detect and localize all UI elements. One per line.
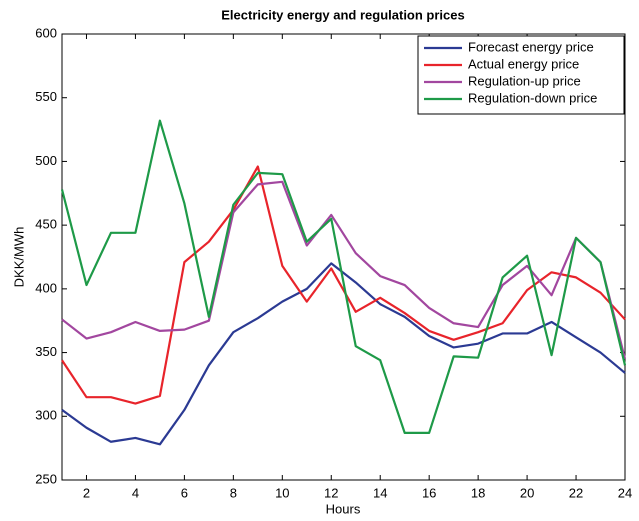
x-tick-label: 16 (422, 485, 436, 500)
line-series (61, 165, 626, 405)
x-tick-label: 12 (324, 485, 338, 500)
y-tick-label: 350 (35, 344, 57, 359)
y-tick-label: 550 (35, 89, 57, 104)
y-tick-label: 600 (35, 25, 57, 40)
x-tick-label: 20 (520, 485, 534, 500)
line-series (61, 262, 626, 446)
x-tick-label: 8 (230, 485, 237, 500)
y-tick-label: 450 (35, 217, 57, 232)
x-tick-label: 4 (132, 485, 139, 500)
x-tick-label: 6 (181, 485, 188, 500)
x-tick-label: 18 (471, 485, 485, 500)
y-tick-label: 500 (35, 153, 57, 168)
x-axis-label: Hours (326, 501, 361, 516)
plot-area (61, 33, 626, 481)
legend-label: Regulation-up price (468, 73, 581, 88)
x-tick-label: 22 (569, 485, 583, 500)
x-tick-label: 14 (373, 485, 387, 500)
line-series (61, 180, 627, 360)
chart-title: Electricity energy and regulation prices (221, 7, 464, 22)
y-tick-label: 300 (35, 408, 57, 423)
legend-label: Forecast energy price (468, 39, 594, 54)
line-series (60, 119, 627, 434)
x-tick-label: 10 (275, 485, 289, 500)
y-axis-label: DKK/MWh (11, 227, 26, 288)
y-tick-label: 400 (35, 280, 57, 295)
legend-label: Actual energy price (468, 56, 579, 71)
x-tick-label: 24 (618, 485, 632, 500)
y-tick-label: 250 (35, 471, 57, 486)
x-tick-label: 2 (83, 485, 90, 500)
legend-label: Regulation-down price (468, 90, 597, 105)
